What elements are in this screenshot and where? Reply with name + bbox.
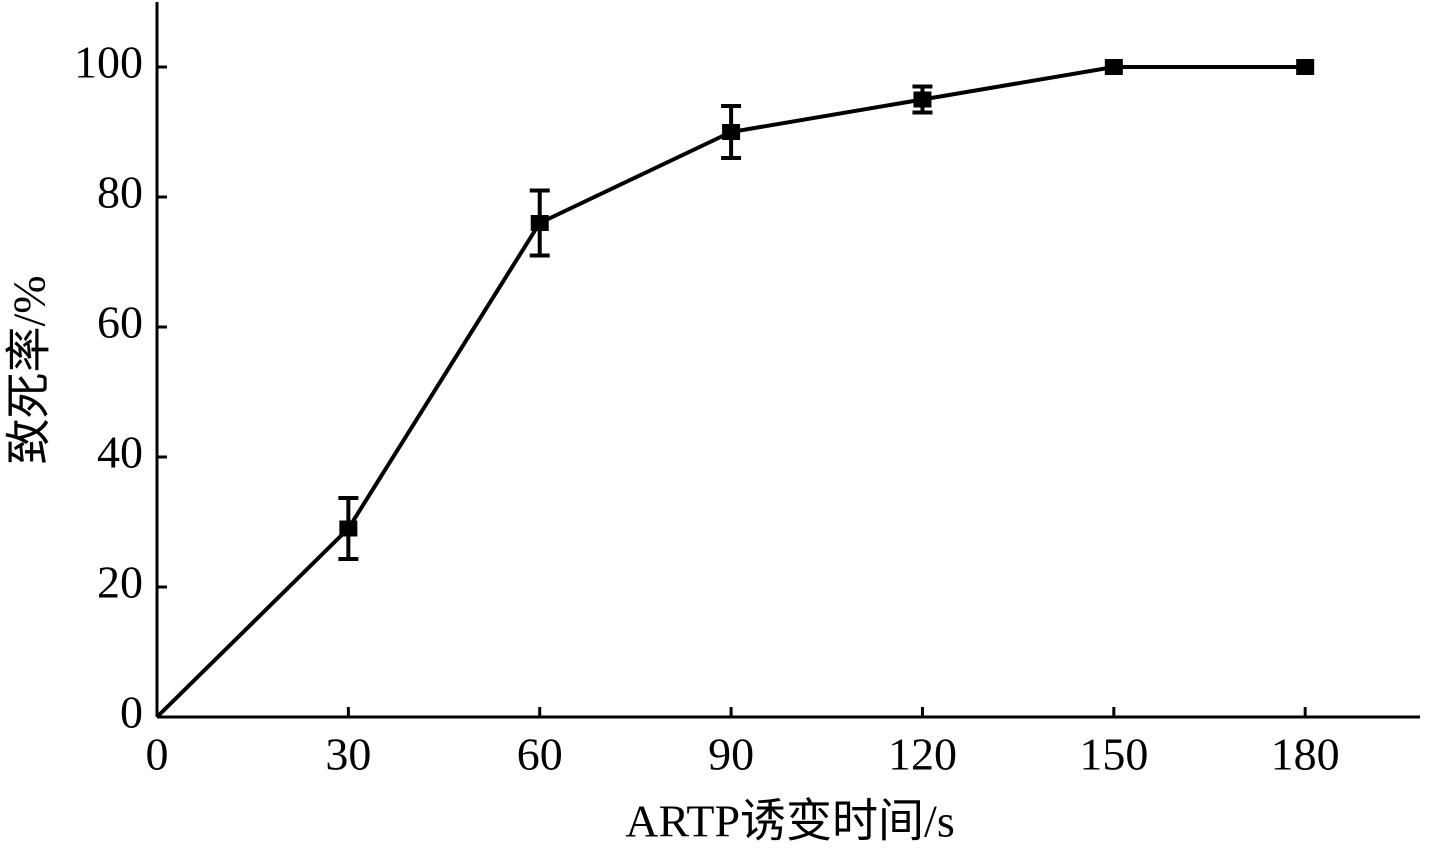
data-line [155,65,1306,719]
marker [913,91,932,108]
marker [1104,59,1123,75]
x-tick-label: 180 [1271,729,1340,780]
marker [1296,59,1315,75]
marker [339,520,358,537]
y-tick-label: 60 [97,297,143,348]
marker [530,215,549,231]
x-tick-label: 90 [708,729,754,780]
x-axis-label: ARTP诱变时间/s [625,796,955,847]
x-tick-label: 60 [517,729,563,780]
y-axis-label: 致死率/% [4,275,55,464]
y-tick-label: 100 [74,37,143,88]
x-tick-label: 30 [325,729,371,780]
y-tick-label: 0 [120,687,143,738]
y-tick-label: 20 [97,557,143,608]
x-tick-label: 150 [1079,729,1148,780]
y-tick-label: 80 [97,167,143,218]
x-tick-label: 120 [888,729,957,780]
x-tick-label: 0 [146,729,169,780]
y-tick-label: 40 [97,427,143,478]
marker [722,124,741,140]
